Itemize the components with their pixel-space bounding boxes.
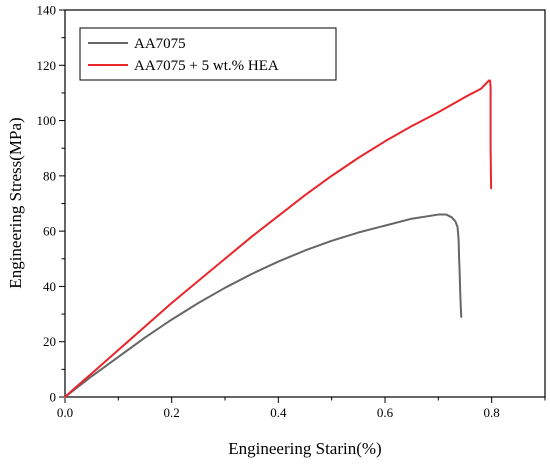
y-tick-label: 20	[43, 334, 56, 349]
y-tick-label: 60	[43, 224, 56, 239]
y-tick-label: 100	[37, 113, 57, 128]
x-tick-label: 0.8	[484, 405, 500, 420]
series-line-1	[64, 79, 493, 398]
axis-ticks: 0.0 0.2 0.4 0.6 0.8 0 20 40 60 80 100 120 140	[37, 3, 546, 420]
y-tick-label: 0	[50, 390, 57, 405]
legend-label-aa7075-hea: AA7075 + 5 wt.% HEA	[134, 58, 279, 74]
y-tick-label: 40	[43, 279, 56, 294]
legend-label-aa7075: AA7075	[134, 36, 186, 52]
series-layer	[64, 79, 493, 398]
x-tick-label: 0.4	[270, 405, 287, 420]
x-axis-title: Engineering Starin(%)	[228, 439, 381, 458]
y-tick-label: 140	[37, 3, 57, 18]
y-tick-label: 80	[43, 168, 56, 183]
y-tick-label: 120	[37, 58, 57, 73]
x-tick-label: 0.2	[164, 405, 180, 420]
legend-box	[79, 27, 337, 81]
y-axis-title: Engineering Stress(MPa)	[6, 117, 25, 288]
x-tick-label: 0.0	[57, 405, 73, 420]
series-line-0	[64, 213, 463, 398]
legend: AA7075 AA7075 + 5 wt.% HEA	[79, 27, 337, 81]
x-tick-label: 0.6	[377, 405, 394, 420]
